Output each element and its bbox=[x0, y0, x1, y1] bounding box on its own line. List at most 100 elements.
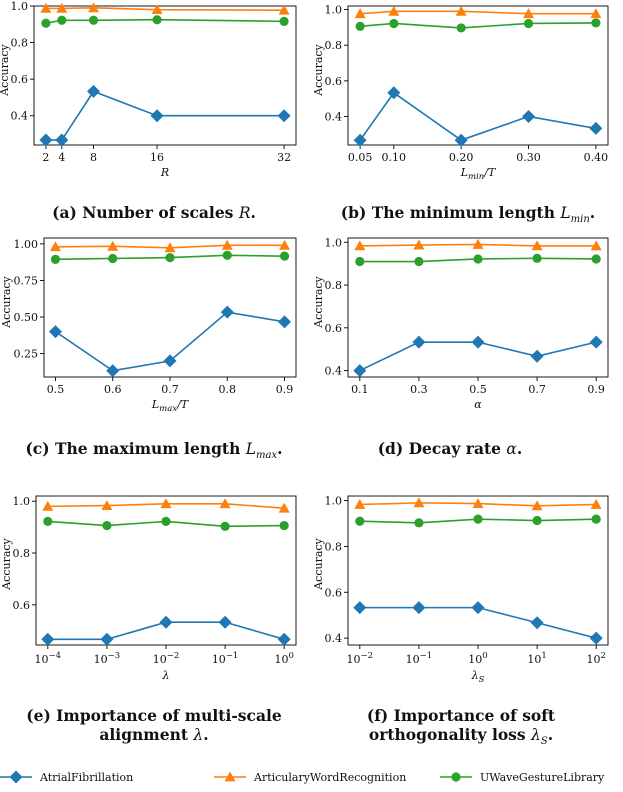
caption-d: (d) Decay rate α. bbox=[377, 439, 523, 458]
data-point-UWaveGestureLibrary bbox=[279, 520, 289, 531]
data-point-ArticularyWordRecognition bbox=[455, 5, 467, 16]
legend-marker bbox=[9, 770, 23, 784]
legend-entry-UWaveGestureLibrary: UWaveGestureLibrary bbox=[440, 771, 605, 784]
data-point-ArticularyWordRecognition bbox=[88, 2, 100, 13]
data-point-ArticularyWordRecognition bbox=[590, 240, 602, 251]
y-tick-label: 0.8 bbox=[325, 39, 343, 52]
data-point-ArticularyWordRecognition bbox=[523, 8, 535, 19]
chart-d-svg: 0.4 0.6 0.8 1.0 0.1 0.3 0.5 0.7 0.9 Accuracy α bbox=[312, 236, 609, 411]
data-point-AtrialFibrillation bbox=[106, 364, 120, 378]
data-point-ArticularyWordRecognition bbox=[107, 240, 119, 251]
y-tick-label: 0.4 bbox=[325, 632, 343, 645]
data-point-AtrialFibrillation bbox=[39, 133, 53, 147]
data-point-UWaveGestureLibrary bbox=[473, 254, 483, 264]
data-point-ArticularyWordRecognition bbox=[164, 242, 176, 253]
data-point-ArticularyWordRecognition bbox=[590, 8, 602, 19]
data-point-AtrialFibrillation bbox=[220, 305, 234, 319]
legend-label: UWaveGestureLibrary bbox=[480, 771, 605, 784]
chart-a-svg: 0.4 0.6 0.8 1.0 2 4 8 16 32 Accuracy R bbox=[0, 0, 297, 179]
data-point-UWaveGestureLibrary bbox=[50, 254, 61, 264]
x-tick-label: 10−1 bbox=[212, 651, 239, 666]
y-tick-label: 0.8 bbox=[325, 279, 343, 292]
x-tick-label: 2 bbox=[42, 151, 49, 164]
data-point-ArticularyWordRecognition bbox=[413, 239, 425, 250]
x-tick-label: 10−3 bbox=[94, 651, 121, 666]
x-tick-label: 0.30 bbox=[516, 151, 541, 164]
legend-entry-ArticularyWordRecognition: ArticularyWordRecognition bbox=[214, 771, 406, 784]
x-tick-label: 101 bbox=[527, 651, 546, 666]
y-tick-label: 0.50 bbox=[14, 311, 39, 324]
x-tick-label: 8 bbox=[90, 151, 97, 164]
caption-a: (a) Number of scales R. bbox=[52, 203, 256, 222]
x-axis-label: Lmin/T bbox=[460, 166, 497, 182]
chart-d: 0.4 0.6 0.8 1.0 0.1 0.3 0.5 0.7 0.9 Accuracy α bbox=[312, 232, 612, 428]
y-axis-label: Accuracy bbox=[0, 275, 13, 328]
x-axis-label: λ bbox=[162, 669, 170, 682]
data-point-ArticularyWordRecognition bbox=[531, 240, 543, 251]
y-tick-label: 0.4 bbox=[325, 365, 343, 378]
data-point-ArticularyWordRecognition bbox=[278, 502, 290, 513]
data-point-ArticularyWordRecognition bbox=[388, 5, 400, 16]
y-tick-label: 0.4 bbox=[11, 110, 29, 123]
data-point-ArticularyWordRecognition bbox=[354, 498, 366, 509]
x-tick-label: 0.7 bbox=[161, 383, 179, 396]
data-point-ArticularyWordRecognition bbox=[278, 4, 290, 15]
data-point-UWaveGestureLibrary bbox=[532, 515, 542, 526]
data-point-ArticularyWordRecognition bbox=[56, 2, 68, 13]
x-tick-label: 0.05 bbox=[348, 151, 373, 164]
chart-c: 0.25 0.50 0.75 1.00 0.5 0.6 0.7 0.8 0.9 Accuracy L… bbox=[0, 232, 300, 428]
data-point-AtrialFibrillation bbox=[589, 335, 603, 349]
data-point-AtrialFibrillation bbox=[530, 349, 544, 363]
data-point-AtrialFibrillation bbox=[353, 133, 367, 147]
series-line-AtrialFibrillation bbox=[45, 90, 285, 141]
data-point-UWaveGestureLibrary bbox=[152, 15, 162, 25]
data-point-UWaveGestureLibrary bbox=[355, 256, 365, 267]
data-point-UWaveGestureLibrary bbox=[43, 516, 53, 526]
data-point-UWaveGestureLibrary bbox=[414, 256, 424, 267]
y-tick-label: 1.0 bbox=[325, 4, 343, 17]
x-tick-label: 0.1 bbox=[351, 383, 369, 396]
data-point-AtrialFibrillation bbox=[277, 109, 291, 123]
x-tick-label: 10−4 bbox=[35, 651, 62, 666]
data-point-ArticularyWordRecognition bbox=[40, 2, 52, 13]
data-point-UWaveGestureLibrary bbox=[389, 18, 399, 29]
data-point-AtrialFibrillation bbox=[150, 109, 164, 123]
x-tick-label: 0.10 bbox=[382, 151, 407, 164]
x-axis-label: Lmax/T bbox=[151, 398, 190, 414]
data-point-AtrialFibrillation bbox=[353, 601, 367, 615]
data-point-AtrialFibrillation bbox=[277, 632, 291, 646]
y-tick-label: 1.0 bbox=[13, 495, 31, 508]
x-tick-label: 32 bbox=[277, 151, 291, 164]
x-tick-label: 0.9 bbox=[276, 383, 294, 396]
chart-a: 0.4 0.6 0.8 1.0 2 4 8 16 32 Accuracy R bbox=[0, 0, 300, 196]
data-point-ArticularyWordRecognition bbox=[221, 239, 233, 250]
data-point-AtrialFibrillation bbox=[353, 364, 367, 378]
chart-e: 0.6 0.8 1.0 10−4 10−3 10−2 10−1 100 Accuracy λ bbox=[0, 484, 300, 682]
data-point-UWaveGestureLibrary bbox=[414, 518, 424, 528]
y-tick-label: 0.8 bbox=[325, 540, 343, 553]
data-point-ArticularyWordRecognition bbox=[101, 500, 113, 510]
y-tick-label: 0.8 bbox=[13, 547, 31, 560]
data-point-AtrialFibrillation bbox=[55, 133, 69, 147]
data-point-AtrialFibrillation bbox=[522, 109, 536, 123]
data-point-ArticularyWordRecognition bbox=[472, 498, 484, 508]
data-point-ArticularyWordRecognition bbox=[413, 497, 425, 508]
data-point-UWaveGestureLibrary bbox=[102, 520, 112, 531]
x-tick-label: 0.40 bbox=[584, 151, 609, 164]
data-point-AtrialFibrillation bbox=[589, 121, 603, 135]
chart-f: 0.4 0.6 0.8 1.0 10−2 10−1 100 101 102 Accuracy λS bbox=[312, 484, 612, 685]
x-axis-label: R bbox=[160, 166, 169, 179]
data-point-UWaveGestureLibrary bbox=[41, 18, 51, 28]
y-axis-label: Accuracy bbox=[312, 275, 325, 328]
x-tick-label: 10−2 bbox=[347, 651, 374, 666]
data-point-ArticularyWordRecognition bbox=[472, 238, 484, 249]
data-point-UWaveGestureLibrary bbox=[355, 21, 365, 31]
data-point-UWaveGestureLibrary bbox=[473, 514, 483, 524]
plot-frame bbox=[347, 5, 609, 146]
series-line-ArticularyWordRecognition bbox=[45, 7, 285, 12]
data-point-AtrialFibrillation bbox=[412, 601, 426, 615]
caption-c: (c) The maximum length Lmax. bbox=[25, 439, 283, 462]
data-point-UWaveGestureLibrary bbox=[161, 516, 171, 526]
x-tick-label: 0.5 bbox=[469, 383, 487, 396]
data-point-AtrialFibrillation bbox=[163, 354, 177, 368]
